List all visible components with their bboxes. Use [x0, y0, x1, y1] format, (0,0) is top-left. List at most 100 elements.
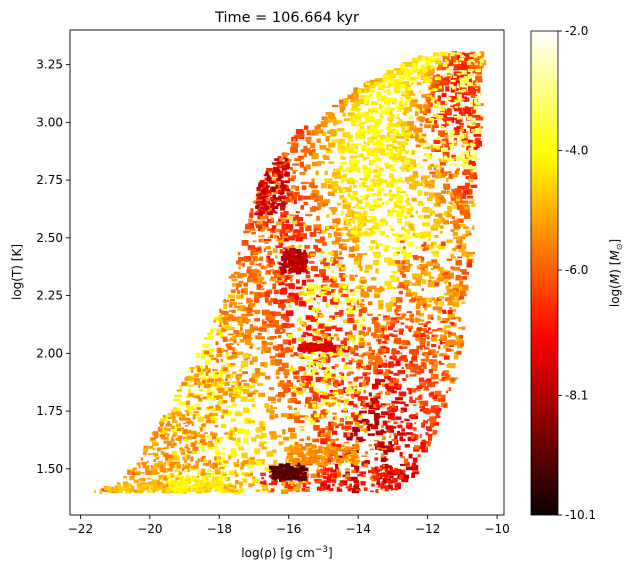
scatter-point — [349, 388, 355, 392]
scatter-point — [211, 412, 218, 417]
scatter-point — [150, 437, 156, 440]
scatter-point — [428, 369, 433, 374]
scatter-point — [460, 129, 464, 132]
scatter-point — [289, 368, 296, 372]
scatter-point — [434, 390, 442, 397]
scatter-point — [444, 134, 449, 140]
scatter-point — [328, 111, 333, 115]
scatter-point — [346, 300, 352, 306]
scatter-point — [337, 347, 340, 351]
scatter-point — [420, 333, 426, 337]
scatter-point — [348, 308, 352, 313]
scatter-point — [466, 125, 471, 128]
scatter-point — [389, 136, 396, 140]
scatter-point — [189, 484, 195, 491]
scatter-point — [305, 290, 311, 295]
scatter-point — [444, 377, 448, 379]
scatter-point — [321, 230, 328, 234]
scatter-point — [424, 420, 429, 424]
scatter-point — [138, 465, 141, 469]
scatter-point — [347, 112, 355, 117]
scatter-point — [216, 333, 221, 335]
scatter-point — [354, 230, 358, 235]
scatter-point — [263, 198, 270, 204]
scatter-point — [278, 241, 284, 246]
scatter-point — [458, 317, 462, 322]
scatter-point — [415, 335, 424, 341]
scatter-point — [356, 231, 363, 237]
scatter-point — [383, 193, 387, 197]
scatter-point — [182, 429, 185, 434]
scatter-point — [391, 259, 396, 263]
scatter-point — [399, 463, 408, 466]
scatter-point — [273, 459, 278, 465]
scatter-point — [466, 54, 472, 60]
scatter-point — [363, 333, 368, 337]
scatter-point — [443, 271, 449, 275]
scatter-point — [199, 439, 206, 444]
scatter-point — [288, 481, 295, 486]
scatter-point — [451, 188, 458, 195]
scatter-point — [472, 225, 475, 230]
scatter-point — [377, 96, 381, 102]
scatter-point — [287, 427, 296, 433]
scatter-point — [401, 313, 407, 317]
scatter-point — [394, 469, 401, 475]
scatter-point — [266, 175, 271, 180]
scatter-point — [371, 349, 375, 353]
scatter-point — [362, 366, 368, 370]
scatter-point — [244, 417, 251, 424]
scatter-point — [364, 111, 369, 116]
scatter-point — [209, 354, 214, 358]
scatter-point — [421, 133, 427, 137]
scatter-point — [238, 446, 244, 451]
scatter-point — [281, 383, 290, 390]
scatter-point — [431, 242, 434, 247]
scatter-point — [367, 228, 375, 231]
scatter-point — [373, 416, 379, 421]
scatter-point — [366, 167, 372, 172]
scatter-point — [227, 294, 235, 299]
scatter-point — [376, 474, 379, 479]
scatter-point — [157, 464, 164, 469]
scatter-point — [234, 427, 238, 432]
scatter-point — [474, 99, 478, 104]
scatter-point — [419, 433, 422, 439]
scatter-point — [411, 273, 420, 277]
scatter-point — [391, 193, 396, 198]
scatter-point — [418, 90, 422, 94]
scatter-point — [270, 359, 279, 366]
scatter-point — [253, 328, 261, 331]
scatter-point — [431, 422, 440, 426]
scatter-point — [187, 388, 191, 395]
scatter-point — [356, 108, 362, 111]
scatter-point — [386, 285, 394, 290]
scatter-point — [411, 462, 417, 468]
scatter-point — [232, 485, 237, 489]
scatter-point — [391, 404, 395, 408]
scatter-point — [382, 81, 386, 85]
scatter-point — [374, 328, 382, 333]
scatter-point — [305, 164, 311, 170]
scatter-point — [322, 200, 329, 206]
scatter-point — [366, 115, 371, 119]
scatter-point — [481, 58, 484, 62]
scatter-point — [346, 178, 355, 185]
scatter-point — [365, 95, 369, 100]
scatter-point — [261, 281, 267, 285]
scatter-point — [303, 166, 308, 172]
scatter-point — [310, 265, 318, 272]
scatter-point — [443, 113, 448, 120]
scatter-point — [427, 279, 432, 283]
scatter-point — [235, 287, 239, 291]
scatter-point — [368, 94, 373, 98]
scatter-point — [473, 133, 482, 137]
scatter-point — [333, 472, 337, 478]
scatter-point — [410, 98, 417, 100]
scatter-point — [400, 106, 405, 108]
scatter-point — [303, 481, 312, 485]
scatter-point — [163, 447, 168, 449]
scatter-point — [317, 397, 321, 403]
scatter-point — [250, 343, 254, 347]
scatter-point — [354, 162, 357, 167]
